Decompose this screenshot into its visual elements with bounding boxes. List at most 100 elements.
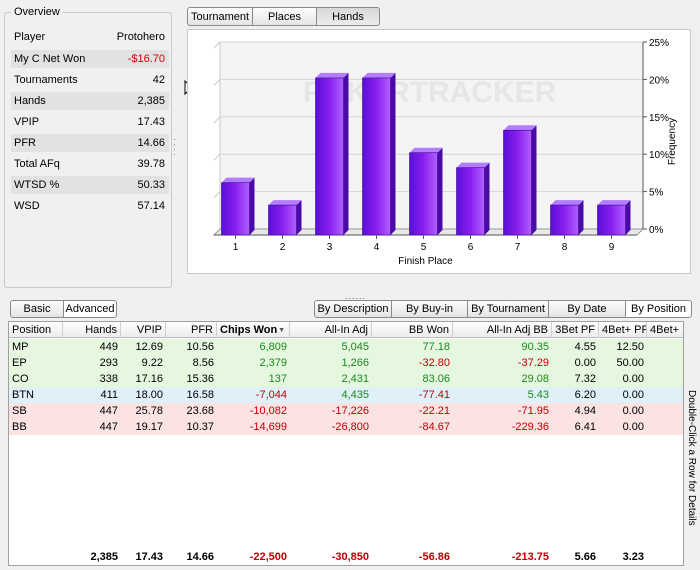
- column-header-label: All-In Adj: [324, 324, 368, 336]
- overview-row-label: Tournaments: [14, 74, 78, 86]
- bar-side: [578, 200, 584, 235]
- total-cell: 2,385: [90, 551, 118, 563]
- overview-title: Overview: [11, 6, 63, 18]
- y-tick-label: 0%: [649, 225, 664, 236]
- table-cell: MP: [12, 341, 29, 353]
- bar-top: [456, 162, 490, 168]
- table-cell: 50.00: [616, 357, 644, 369]
- x-tick-label: 1: [233, 242, 239, 253]
- tab-by-position[interactable]: By Position: [625, 300, 692, 318]
- table-cell: 5,045: [341, 341, 369, 353]
- total-cell: -30,850: [331, 551, 369, 563]
- table-cell: 15.36: [186, 373, 214, 385]
- overview-row-label: WTSD %: [14, 179, 60, 191]
- table-cell: 10.56: [186, 341, 214, 353]
- column-header-all-in-adj-bb[interactable]: All-In Adj BB: [453, 322, 552, 338]
- column-header-4bet[interactable]: 4Bet+: [647, 322, 683, 338]
- table-cell: SB: [12, 405, 27, 417]
- table-cell: 2,431: [341, 373, 369, 385]
- table-row[interactable]: SB 447 25.78 23.68 -10,082 -17,226 -22.21 -71.9…: [9, 403, 683, 419]
- column-header-label: Hands: [85, 324, 117, 336]
- table-cell: 137: [268, 373, 287, 385]
- column-header-hands[interactable]: Hands: [63, 322, 121, 338]
- column-header-label: Position: [12, 324, 52, 336]
- table-row[interactable]: BB 447 19.17 10.37 -14,699 -26,800 -84.67 -229.…: [9, 419, 683, 435]
- x-tick-label: 7: [515, 242, 521, 253]
- table-cell: 6,809: [259, 341, 287, 353]
- bar-side: [531, 125, 537, 235]
- vertical-splitter-handle[interactable]: · · · ·: [173, 134, 176, 159]
- x-tick-label: 3: [327, 242, 333, 253]
- column-header-3bet-pf[interactable]: 3Bet PF: [552, 322, 599, 338]
- total-cell: 5.66: [574, 551, 596, 563]
- column-header-vpip[interactable]: VPIP: [121, 322, 166, 338]
- table-cell: 0.00: [622, 373, 644, 385]
- bar-top: [268, 200, 302, 206]
- table-cell: EP: [12, 357, 27, 369]
- tab-advanced[interactable]: Advanced: [63, 300, 117, 318]
- table-cell: -71.95: [517, 405, 549, 417]
- grid-diagonal: [213, 116, 221, 124]
- table-cell: CO: [12, 373, 29, 385]
- table-cell: -37.29: [517, 357, 549, 369]
- tab-by-buy-in[interactable]: By Buy-in: [391, 300, 468, 318]
- column-header-chips-won[interactable]: Chips Won ▼: [217, 322, 290, 338]
- overview-row-label: PFR: [14, 137, 36, 149]
- overview-row-value: 2,385: [137, 95, 165, 107]
- bar-side: [390, 72, 396, 235]
- y-tick-label: 25%: [649, 38, 669, 49]
- tab-places[interactable]: Places: [252, 7, 317, 26]
- tab-hands[interactable]: Hands: [316, 7, 380, 26]
- bar-top: [409, 147, 443, 153]
- bar-side: [437, 147, 443, 235]
- horizontal-splitter-handle[interactable]: ......: [345, 291, 367, 301]
- tab-by-description[interactable]: By Description: [314, 300, 392, 318]
- column-header-4bet-pf[interactable]: 4Bet+ PF: [599, 322, 647, 338]
- table-cell: -10,082: [249, 405, 287, 417]
- overview-row: My C Net Won -$16.70: [11, 50, 169, 68]
- tab-basic[interactable]: Basic: [10, 300, 64, 318]
- table-cell: 1,266: [341, 357, 369, 369]
- column-header-bb-won[interactable]: BB Won: [372, 322, 453, 338]
- table-row[interactable]: BTN 411 18.00 16.58 -7,044 4,435 -77.41 5.43 6.2…: [9, 387, 683, 403]
- column-header-label: PFR: [191, 324, 213, 336]
- table-row[interactable]: CO 338 17.16 15.36 137 2,431 83.06 29.08 7.32 0.0…: [9, 371, 683, 387]
- bar-front: [409, 152, 438, 236]
- bar: [409, 147, 443, 236]
- table-cell: 19.17: [135, 421, 163, 433]
- tab-tournament[interactable]: Tournament: [187, 7, 253, 26]
- table-row[interactable]: EP 293 9.22 8.56 2,379 1,266 -32.80 -37.29 0.00 5…: [9, 355, 683, 371]
- bar-side: [343, 72, 349, 235]
- table-totals-row: 2,385 17.43 14.66 -22,500 -30,850 -56.86 -213.…: [9, 549, 683, 565]
- tab-by-tournament[interactable]: By Tournament: [467, 300, 549, 318]
- y-axis-label: Frequency: [667, 118, 678, 165]
- column-header-all-in-adj[interactable]: All-In Adj: [290, 322, 372, 338]
- table-row[interactable]: MP 449 12.69 10.56 6,809 5,045 77.18 90.35 4.55 1…: [9, 339, 683, 355]
- row-details-hint: Double-Click a Row for Details: [685, 390, 699, 526]
- table-cell: 90.35: [521, 341, 549, 353]
- table-cell: 293: [99, 357, 118, 369]
- bar-top: [221, 177, 255, 183]
- x-tick-label: 9: [609, 242, 615, 253]
- bar-side: [296, 200, 302, 235]
- column-header-label: VPIP: [136, 324, 162, 336]
- table-cell: -32.80: [418, 357, 450, 369]
- table-cell: 9.22: [141, 357, 163, 369]
- table-cell: 6.41: [574, 421, 596, 433]
- bar-front: [268, 204, 297, 236]
- table-cell: -17,226: [331, 405, 369, 417]
- table-cell: 338: [99, 373, 118, 385]
- column-header-position[interactable]: Position: [9, 322, 63, 338]
- table-cell: 6.20: [574, 389, 596, 401]
- bar-front: [503, 129, 532, 236]
- tab-by-date[interactable]: By Date: [548, 300, 626, 318]
- table-cell: BTN: [12, 389, 34, 401]
- column-header-pfr[interactable]: PFR: [166, 322, 217, 338]
- overview-row-value: 14.66: [137, 137, 165, 149]
- table-cell: 10.37: [186, 421, 214, 433]
- column-header-label: All-In Adj BB: [486, 324, 548, 336]
- bar: [550, 200, 584, 236]
- table-cell: 0.00: [622, 421, 644, 433]
- overview-row-value: 42: [152, 74, 165, 86]
